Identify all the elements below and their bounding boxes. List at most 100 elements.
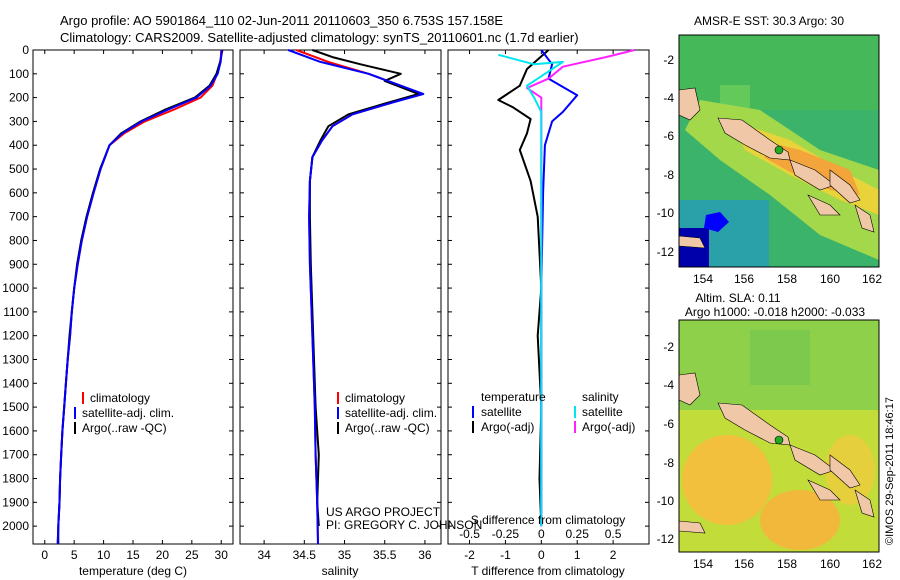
sla-map-title-2: Argo h1000: -0.018 h2000: -0.033 [685, 305, 865, 319]
salinity-argo-line [308, 49, 420, 527]
land-choiseul [789, 159, 836, 191]
sla-y-ticks: -2 -4 -6 -8 -10 -12 [657, 340, 675, 546]
legend-s-argo: Argo(-adj) [582, 420, 635, 434]
imos-timestamp: ©IMOS 29-Sep-2011 18:46:17 [884, 397, 896, 545]
depth-tick-label: 1400 [2, 376, 29, 390]
legend-argo: Argo(..raw -QC) [82, 421, 167, 435]
pi-credit: PI: GREGORY C. JOHNSON [326, 518, 482, 532]
salinity-legend: climatology satellite-adj. clim. Argo(..… [337, 391, 437, 435]
depth-tick-label: 1700 [2, 448, 29, 462]
s-difference-tick-label: 0.25 [566, 527, 590, 541]
sst-map-title: AMSR-E SST: 30.3 Argo: 30 [694, 14, 844, 28]
argo-location-marker [774, 145, 784, 155]
difference-salinity-satellite-line [498, 53, 564, 527]
sst-xtick: 156 [734, 272, 754, 286]
sla-map-frame [678, 319, 880, 553]
legend-t-argo: Argo(-adj) [481, 420, 534, 434]
sla-map-title-1: Altim. SLA: 0.11 [695, 291, 780, 305]
depth-tick-label: 200 [9, 91, 29, 105]
salinity-climatology-line [295, 49, 422, 545]
difference-legend: temperature salinity satellite Argo(-adj… [472, 390, 635, 434]
sla-region-low [750, 330, 810, 385]
t-difference-axis-label: T difference from climatology [471, 564, 625, 578]
land-choiseul [789, 444, 836, 476]
legend-satellite-adj: satellite-adj. clim. [345, 406, 437, 420]
t-difference-tick-label: 2 [610, 548, 617, 562]
legend-argo: Argo(..raw -QC) [345, 421, 430, 435]
land-southwest [679, 235, 706, 249]
temperature-tick-label: 5 [71, 548, 78, 562]
land-malaita [854, 204, 875, 233]
depth-tick-label: 300 [9, 114, 29, 128]
land-guadalcanal [807, 194, 841, 216]
difference-salinity-argo-line [526, 49, 635, 527]
depth-tick-label: 1000 [2, 281, 29, 295]
depth-axis: 0 100 200 300 400 500 600 700 800 900 1000 1100 1200… [2, 43, 649, 533]
sst-xtick: 154 [693, 272, 713, 286]
temperature-tick-label: 15 [126, 548, 140, 562]
depth-tick-label: 1600 [2, 424, 29, 438]
header-line-2: Climatology: CARS2009. Satellite-adjuste… [60, 30, 579, 45]
s-difference-tick-label: -0.5 [459, 527, 480, 541]
land-santa-isabel [829, 169, 861, 204]
t-difference-tick-label: -1 [500, 548, 511, 562]
sla-xtick: 160 [820, 557, 840, 571]
sla-x-ticks: 154 156 158 160 162 [693, 557, 882, 571]
legend-climatology: climatology [90, 391, 150, 405]
sla-xtick: 162 [862, 557, 882, 571]
land-malaita [854, 489, 875, 518]
land-guadalcanal [807, 479, 841, 501]
depth-tick-label: 1900 [2, 495, 29, 509]
sla-ytick: -8 [663, 456, 674, 470]
sst-ytick: -8 [663, 168, 674, 182]
depth-tick-label: 600 [9, 186, 29, 200]
temperature-legend: climatology satellite-adj. clim. Argo(..… [74, 391, 174, 435]
sst-region-cold-spot [704, 212, 729, 232]
depth-tick-label: 1300 [2, 352, 29, 366]
salinity-satellite-line [287, 49, 425, 545]
salinity-tick-label: 34 [257, 548, 271, 562]
sla-region-high-1 [682, 435, 772, 525]
profile-lines [56, 49, 635, 545]
argo-location-marker [774, 435, 784, 445]
sla-ytick: -12 [657, 532, 675, 546]
land-santa-isabel [829, 454, 861, 489]
sla-region-high-2 [760, 490, 840, 550]
salinity-tick-label: 35.5 [373, 548, 397, 562]
depth-tick-label: 100 [9, 67, 29, 81]
salinity-panel [239, 49, 442, 545]
s-difference-tick-label: 0.5 [605, 527, 622, 541]
salinity-tick-label: 35 [338, 548, 352, 562]
sst-y-ticks: -2 -4 -6 -8 -10 -12 [657, 53, 675, 259]
legend-temperature-title: temperature [481, 390, 546, 404]
project-credit: US ARGO PROJECT [326, 505, 441, 519]
temperature-tick-label: 0 [41, 548, 48, 562]
land-southwest [679, 520, 706, 534]
t-difference-tick-label: -2 [464, 548, 475, 562]
sst-ytick: -2 [663, 53, 674, 67]
difference-temperature-argo-line [497, 49, 550, 527]
temperature-tick-label: 10 [97, 548, 111, 562]
header-line-1: Argo profile: AO 5901864_110 02-Jun-2011… [60, 13, 504, 28]
s-difference-tick-label: -0.25 [492, 527, 520, 541]
temperature-tick-label: 25 [185, 548, 199, 562]
sst-xtick: 160 [820, 272, 840, 286]
depth-tick-label: 1200 [2, 329, 29, 343]
sst-region-north [679, 35, 879, 110]
salinity-tick-label: 34.5 [293, 548, 317, 562]
sst-ytick: -6 [663, 129, 674, 143]
depth-tick-label: 800 [9, 233, 29, 247]
land-west [679, 87, 701, 121]
sst-region-warm-band [685, 100, 879, 260]
legend-climatology: climatology [345, 391, 405, 405]
sst-ytick: -4 [663, 91, 674, 105]
sst-ytick: -12 [657, 245, 675, 259]
sst-x-ticks: 154 156 158 160 162 [693, 272, 882, 286]
difference-temperature-satellite-line [540, 49, 579, 527]
depth-tick-label: 400 [9, 138, 29, 152]
sla-ytick: -6 [663, 417, 674, 431]
difference-panel [447, 49, 650, 545]
t-difference-tick-label: 1 [574, 548, 581, 562]
depth-tick-label: 1100 [3, 305, 29, 319]
